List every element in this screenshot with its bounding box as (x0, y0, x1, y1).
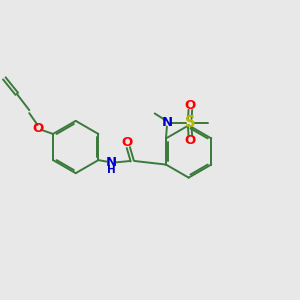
Text: O: O (32, 122, 43, 135)
Text: O: O (185, 99, 196, 112)
Text: O: O (121, 136, 133, 149)
Text: N: N (162, 116, 173, 130)
Text: H: H (107, 165, 116, 175)
Text: N: N (106, 156, 117, 169)
Text: O: O (185, 134, 196, 147)
Text: S: S (184, 116, 195, 130)
